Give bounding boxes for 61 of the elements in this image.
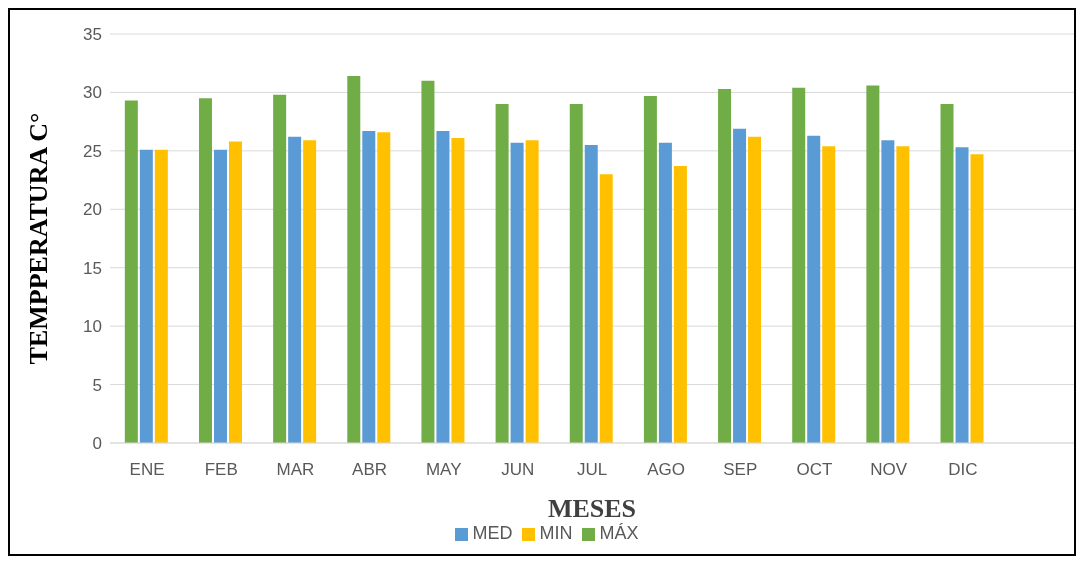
y-tick-label: 30 xyxy=(83,83,102,103)
x-tick-label: JUN xyxy=(501,460,535,480)
bar xyxy=(955,147,969,443)
x-tick-label: JUL xyxy=(576,460,608,480)
x-tick-label: ABR xyxy=(352,460,388,480)
bar xyxy=(273,94,287,443)
bar xyxy=(673,166,687,443)
bar xyxy=(213,149,227,443)
bar xyxy=(451,138,465,443)
bar xyxy=(198,98,212,443)
bar xyxy=(658,142,672,443)
legend-label: MÁX xyxy=(599,523,639,543)
bar xyxy=(748,136,762,443)
y-tick-label: 20 xyxy=(83,200,102,220)
bar xyxy=(896,146,910,443)
x-tick-label: OCT xyxy=(796,460,833,480)
legend-label: MIN xyxy=(539,523,573,543)
bar xyxy=(154,149,168,443)
y-tick-label: 25 xyxy=(83,141,102,161)
bar xyxy=(866,85,880,443)
x-tick-label: NOV xyxy=(870,460,908,480)
bar xyxy=(643,95,657,443)
y-tick-label: 0 xyxy=(92,434,102,454)
y-tick-label: 15 xyxy=(83,258,102,278)
bar xyxy=(940,104,954,443)
bar xyxy=(377,132,391,443)
x-tick-label: FEB xyxy=(204,460,238,480)
bar xyxy=(436,130,450,443)
bar xyxy=(822,146,836,443)
x-tick-label: DIC xyxy=(948,460,978,480)
bar xyxy=(362,130,376,443)
bar xyxy=(733,128,747,443)
legend-label: MED xyxy=(472,523,513,543)
x-tick-label: SEP xyxy=(723,460,758,480)
y-axis-title: TEMPPERATURA C° xyxy=(24,112,54,365)
x-tick-label: AGO xyxy=(647,460,686,480)
bar xyxy=(584,145,598,443)
bar xyxy=(303,140,317,443)
bar xyxy=(421,80,435,443)
bar xyxy=(792,87,806,443)
bar xyxy=(807,135,821,443)
y-tick-label: 35 xyxy=(83,25,102,45)
bar xyxy=(228,141,242,443)
bar xyxy=(288,136,302,443)
bar xyxy=(510,142,524,443)
bar xyxy=(347,76,361,443)
bar xyxy=(881,140,895,443)
bar xyxy=(569,104,583,443)
bar xyxy=(970,154,984,443)
x-tick-label: MAR xyxy=(276,460,315,480)
bar xyxy=(525,140,539,443)
x-axis-title: MESES xyxy=(547,494,637,523)
y-tick-label: 5 xyxy=(92,375,102,395)
x-tick-label: MAY xyxy=(425,460,462,480)
bar xyxy=(718,88,732,443)
y-tick-label: 10 xyxy=(83,317,102,337)
bar xyxy=(599,174,613,443)
x-tick-label: ENE xyxy=(129,460,165,480)
bar xyxy=(139,149,153,443)
bar xyxy=(124,100,138,443)
bar xyxy=(495,104,509,443)
